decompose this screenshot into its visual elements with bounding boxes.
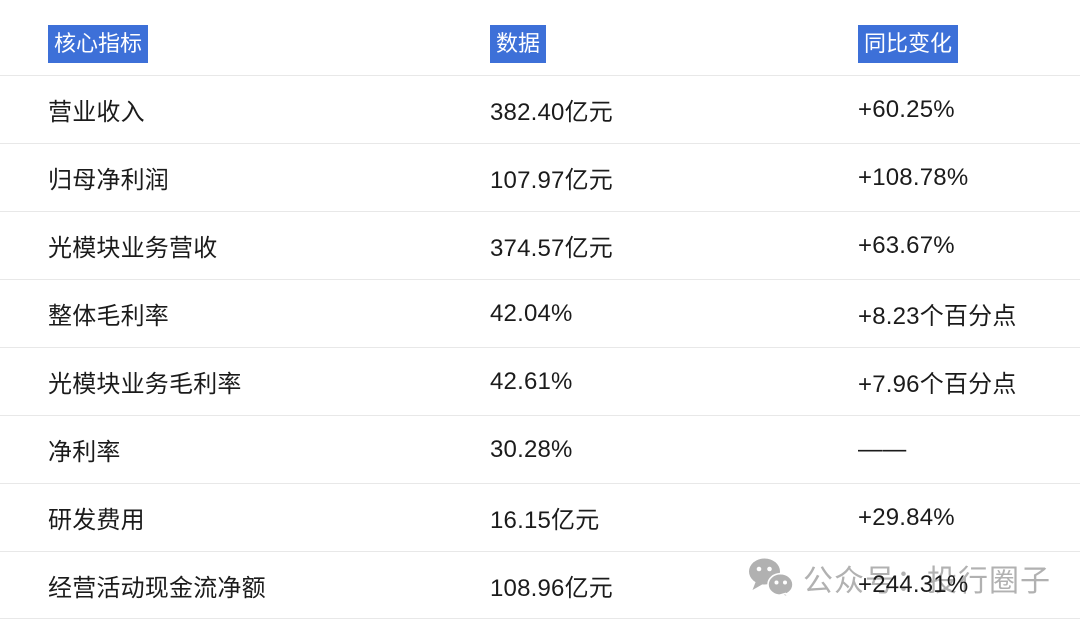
- yoy-cell: +8.23个百分点: [858, 303, 1017, 330]
- value-cell: 107.97亿元: [490, 167, 614, 194]
- yoy-cell: +29.84%: [858, 503, 955, 531]
- indicator-cell: 研发费用: [48, 507, 145, 534]
- indicator-cell: 归母净利润: [48, 167, 169, 194]
- column-header-highlight: 核心指标: [48, 25, 149, 63]
- table-row: 经营活动现金流净额 108.96亿元 +244.31%: [0, 551, 1080, 619]
- value-cell: 108.96亿元: [490, 574, 614, 602]
- table-row: 营业收入 382.40亿元 +60.25%: [0, 75, 1080, 143]
- table-row: 光模块业务毛利率 42.61% +7.96个百分点: [0, 347, 1080, 415]
- column-header-yoy: 同比变化: [858, 25, 1080, 63]
- watermark: 公众号：投行圈子: [748, 556, 1051, 600]
- watermark-text: 公众号：投行圈子: [803, 565, 1051, 598]
- wechat-icon: [748, 558, 794, 598]
- value-cell: 382.40亿元: [490, 99, 614, 126]
- column-header-highlight: 数据: [490, 25, 547, 63]
- table-header-row: 核心指标 数据 同比变化: [0, 0, 1080, 75]
- indicator-cell: 净利率: [48, 439, 121, 466]
- table-row: 光模块业务营收 374.57亿元 +63.67%: [0, 211, 1080, 279]
- value-cell: 374.57亿元: [490, 235, 614, 262]
- yoy-cell: +244.31%: [858, 571, 969, 598]
- value-cell: 16.15亿元: [490, 507, 600, 534]
- indicator-cell: 经营活动现金流净额: [48, 574, 266, 602]
- yoy-cell: ——: [858, 435, 907, 463]
- table-row: 净利率 30.28% ——: [0, 415, 1080, 483]
- indicator-cell: 营业收入: [48, 99, 145, 126]
- yoy-cell: +60.25%: [858, 95, 955, 123]
- yoy-cell: +108.78%: [858, 163, 969, 191]
- value-cell: 42.61%: [490, 367, 573, 395]
- column-header-value: 数据: [490, 25, 858, 63]
- yoy-cell: +63.67%: [858, 231, 955, 259]
- indicator-cell: 光模块业务毛利率: [48, 371, 242, 398]
- column-header-indicator: 核心指标: [48, 25, 490, 63]
- yoy-cell: +7.96个百分点: [858, 371, 1017, 398]
- column-header-highlight: 同比变化: [858, 25, 959, 63]
- table-row: 整体毛利率 42.04% +8.23个百分点: [0, 279, 1080, 347]
- value-cell: 30.28%: [490, 435, 573, 463]
- table-row: 研发费用 16.15亿元 +29.84%: [0, 483, 1080, 551]
- table-row: 归母净利润 107.97亿元 +108.78%: [0, 143, 1080, 211]
- indicator-cell: 光模块业务营收: [48, 235, 218, 262]
- value-cell: 42.04%: [490, 299, 573, 327]
- indicator-cell: 整体毛利率: [48, 303, 169, 330]
